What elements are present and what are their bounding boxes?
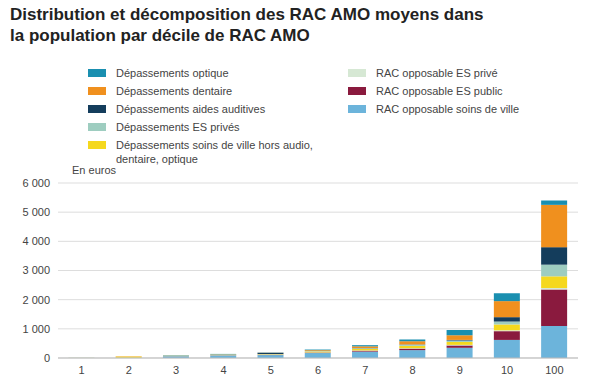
svg-text:1: 1 (79, 364, 85, 376)
html-text:Dépassements dentaire: Dépassements dentaire (116, 85, 233, 97)
svg-text:4: 4 (220, 364, 226, 376)
html-text:RAC opposable ES public: RAC opposable ES public (376, 85, 503, 97)
svg-text:9: 9 (457, 364, 463, 376)
svg-text:3 000: 3 000 (22, 264, 50, 276)
svg-text:3: 3 (173, 364, 179, 376)
html-text:RAC opposable ES privé: RAC opposable ES privé (376, 67, 498, 79)
svg-text:2 000: 2 000 (22, 294, 50, 306)
svg-text:5 000: 5 000 (22, 206, 50, 218)
html-text:Dépassements aides auditives: Dépassements aides auditives (116, 103, 266, 115)
svg-text:1 000: 1 000 (22, 323, 50, 335)
svg-text:4 000: 4 000 (22, 235, 50, 247)
svg-text:8: 8 (409, 364, 415, 376)
html-text:RAC opposable soins de ville: RAC opposable soins de ville (376, 103, 520, 115)
svg-text:2: 2 (126, 364, 132, 376)
svg-text:0: 0 (44, 352, 50, 364)
html-text:En euros: En euros (72, 164, 116, 176)
html-text:Dépassements optique: Dépassements optique (116, 67, 229, 79)
svg-text:100: 100 (545, 364, 563, 376)
svg-text:6 000: 6 000 (22, 177, 50, 189)
svg-text:5: 5 (268, 364, 274, 376)
svg-text:7: 7 (362, 364, 368, 376)
svg-text:6: 6 (315, 364, 321, 376)
html-text:Dépassements soins de ville ho: Dépassements soins de ville hors audio, … (116, 139, 313, 165)
svg-text:10: 10 (501, 364, 513, 376)
html-text:Distribution et décomposition: Distribution et décomposition des RAC AM… (10, 5, 484, 45)
html-text:Dépassements ES privés: Dépassements ES privés (116, 121, 240, 133)
